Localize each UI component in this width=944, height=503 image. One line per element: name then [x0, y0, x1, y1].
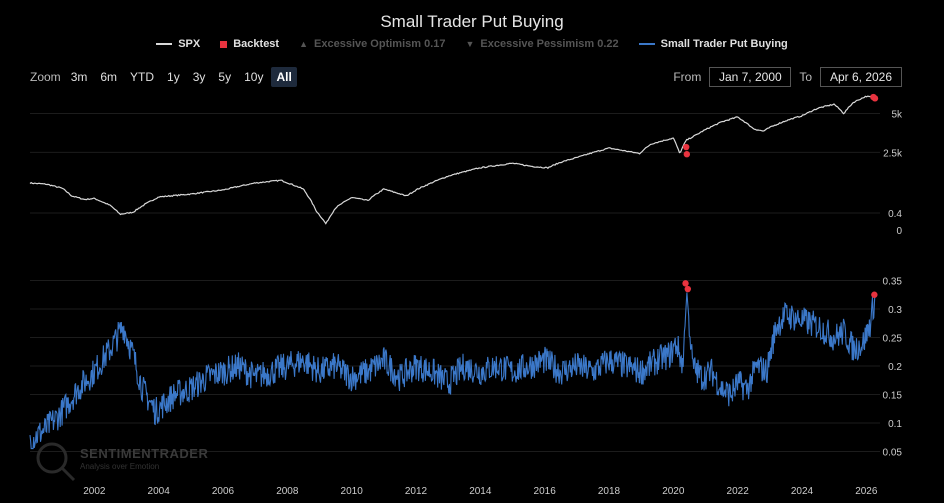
from-label: From [673, 70, 702, 84]
stp-y-tick: 0.2 [888, 362, 902, 373]
stp-y-tick: 0.15 [883, 391, 903, 402]
backtest-point[interactable] [683, 151, 691, 158]
legend-label: Excessive Pessimism 0.22 [480, 38, 619, 50]
legend-label: Backtest [233, 38, 280, 50]
spx-series-line [29, 95, 876, 225]
backtest-point[interactable] [871, 291, 878, 298]
zoom-button-all[interactable]: All [271, 67, 297, 87]
stp-y-tick: 0.35 [883, 277, 903, 288]
stp-y-tick: 0.25 [883, 334, 903, 345]
backtest-point[interactable] [682, 280, 689, 287]
legend-label: SPX [178, 38, 201, 50]
zoom-button-ytd[interactable]: YTD [130, 70, 155, 84]
x-axis-tick: 2008 [276, 486, 299, 497]
legend-symbol-icon [638, 43, 655, 45]
legend-label: Excessive Optimism 0.17 [314, 38, 446, 50]
stp-y-tick: 0.3 [888, 305, 902, 316]
to-label: To [799, 70, 812, 84]
x-axis-tick: 2026 [855, 486, 878, 497]
legend-symbol-icon [156, 43, 173, 45]
x-axis-tick: 2016 [534, 486, 557, 497]
spx-y-tick: 2.5k [883, 148, 903, 159]
from-date-input[interactable] [709, 67, 792, 87]
zoom-button-3m[interactable]: 3m [70, 70, 88, 84]
x-axis-tick: 2002 [83, 486, 106, 497]
x-axis-tick: 2006 [212, 486, 235, 497]
legend-item-spx[interactable]: SPX [156, 38, 200, 50]
x-axis-tick: 2012 [405, 486, 428, 497]
watermark-logo-icon [36, 442, 68, 474]
legend-item-excessive-optimism-0-17[interactable]: ▲ Excessive Optimism 0.17 [299, 38, 445, 50]
x-axis-tick: 2010 [341, 486, 364, 497]
watermark-tagline: Analysis over Emotion [80, 462, 159, 471]
zoom-button-10y[interactable]: 10y [244, 70, 264, 84]
legend-symbol-icon: ▼ [465, 39, 475, 49]
spx-y-tick: 0.4 [888, 209, 902, 220]
x-axis-tick: 2004 [148, 486, 171, 497]
backtest-point[interactable] [682, 143, 690, 151]
legend-symbol-icon: ▲ [299, 39, 309, 49]
watermark-handle [60, 466, 76, 482]
date-range: From To [673, 67, 902, 87]
zoom-button-6m[interactable]: 6m [100, 70, 118, 84]
x-axis-tick: 2024 [791, 486, 814, 497]
zoom-button-3y[interactable]: 3y [192, 70, 206, 84]
x-axis-tick: 2020 [662, 486, 685, 497]
backtest-point[interactable] [684, 285, 691, 293]
zoom-label: Zoom [30, 70, 61, 84]
legend-item-excessive-pessimism-0-22[interactable]: ▼ Excessive Pessimism 0.22 [465, 38, 618, 50]
stp-y-tick: 0.1 [888, 419, 902, 430]
legend-item-backtest[interactable]: Backtest [220, 38, 279, 50]
x-axis-tick: 2018 [598, 486, 621, 497]
stp-y-tick: 0.05 [883, 448, 903, 459]
x-axis-tick: 2014 [469, 486, 492, 497]
zoom-button-5y[interactable]: 5y [218, 70, 232, 84]
watermark: SENTIMENTRADER Analysis over Emotion [36, 442, 208, 482]
spx-y-tick: 5k [891, 109, 903, 120]
backtest-point[interactable] [871, 95, 879, 102]
watermark-name: SENTIMENTRADER [80, 446, 208, 461]
legend-symbol-icon [220, 40, 228, 48]
legend-item-small-trader-put-buying[interactable]: Small Trader Put Buying [638, 38, 788, 50]
legend: SPX Backtest ▲ Excessive Optimism 0.17 ▼ Exce… [0, 38, 944, 50]
zoom-bar: Zoom 3m 6m YTD 1y 3y 5y 10y All [30, 67, 297, 87]
to-date-input[interactable] [820, 67, 902, 87]
small-trader-put-buying-series-line [29, 292, 876, 450]
pane-zero-tick: 0 [896, 226, 902, 237]
zoom-button-1y[interactable]: 1y [167, 70, 180, 84]
chart-title: Small Trader Put Buying [380, 12, 564, 31]
x-axis-tick: 2022 [727, 486, 750, 497]
legend-label: Small Trader Put Buying [660, 38, 788, 50]
